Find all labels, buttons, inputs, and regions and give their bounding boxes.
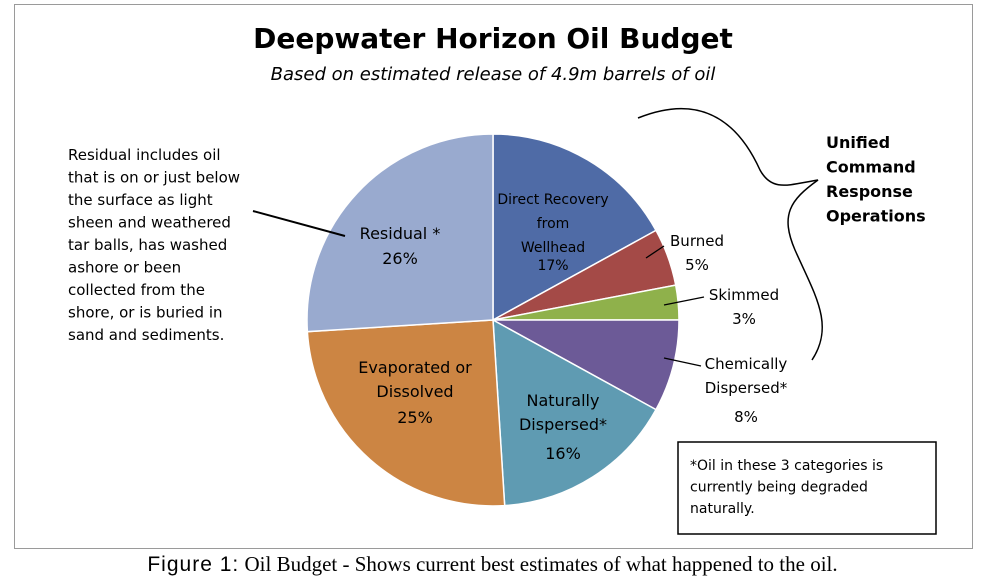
slice-label-0: Direct Recovery from Wellhead	[497, 192, 608, 256]
leader-line-chemically	[663, 357, 702, 367]
leader-line-skimmed	[663, 296, 705, 306]
ucro-brace	[637, 107, 824, 361]
slice-label-1: Burned	[670, 232, 724, 250]
pie-slices	[306, 133, 680, 507]
pie-slice-5	[306, 319, 506, 507]
figure-number: Figure 1:	[147, 553, 240, 576]
pie-slice-3	[492, 319, 680, 411]
slice-label-3: Chemically Dispersed*	[705, 355, 788, 397]
chart-title: Deepwater Horizon Oil Budget	[253, 22, 733, 55]
pie-slice-4	[492, 318, 658, 507]
slice-label-4: Naturally Dispersed*	[519, 391, 607, 434]
footnote-box	[677, 441, 937, 535]
slice-pct-label-1: 5%	[685, 256, 709, 274]
leader-line-burned	[645, 245, 665, 259]
figure-caption: Figure 1: Oil Budget - Shows current bes…	[0, 552, 985, 577]
slice-label-2: Skimmed	[709, 286, 779, 304]
slice-pct-label-3: 8%	[734, 408, 758, 426]
chart-subtitle: Based on estimated release of 4.9m barre…	[271, 64, 716, 85]
residual-note: Residual includes oil that is on or just …	[68, 146, 240, 344]
slice-pct-label-6: 26%	[382, 249, 418, 268]
pie-chart: Deepwater Horizon Oil Budget Based on es…	[68, 22, 937, 535]
caption-text: Oil Budget - Shows current best estimate…	[239, 552, 838, 576]
pie-slice-6	[306, 133, 494, 333]
slice-label-5: Evaporated or Dissolved	[358, 358, 472, 401]
slice-pct-label-0: 17%	[537, 258, 568, 274]
slice-pct-label-2: 3%	[732, 310, 756, 328]
pie-slice-0	[492, 133, 658, 322]
ucro-label: Unified Command Response Operations	[826, 133, 926, 226]
slice-label-6: Residual *	[360, 224, 441, 243]
leader-line-residual-note	[252, 210, 346, 237]
footnote-text: *Oil in these 3 categories is currently b…	[690, 458, 883, 517]
slice-pct-label-4: 16%	[545, 444, 581, 463]
slice-labels: Direct Recovery from Wellhead 17% Burned 5%Sk…	[358, 192, 787, 463]
slice-pct-label-5: 25%	[397, 408, 433, 427]
